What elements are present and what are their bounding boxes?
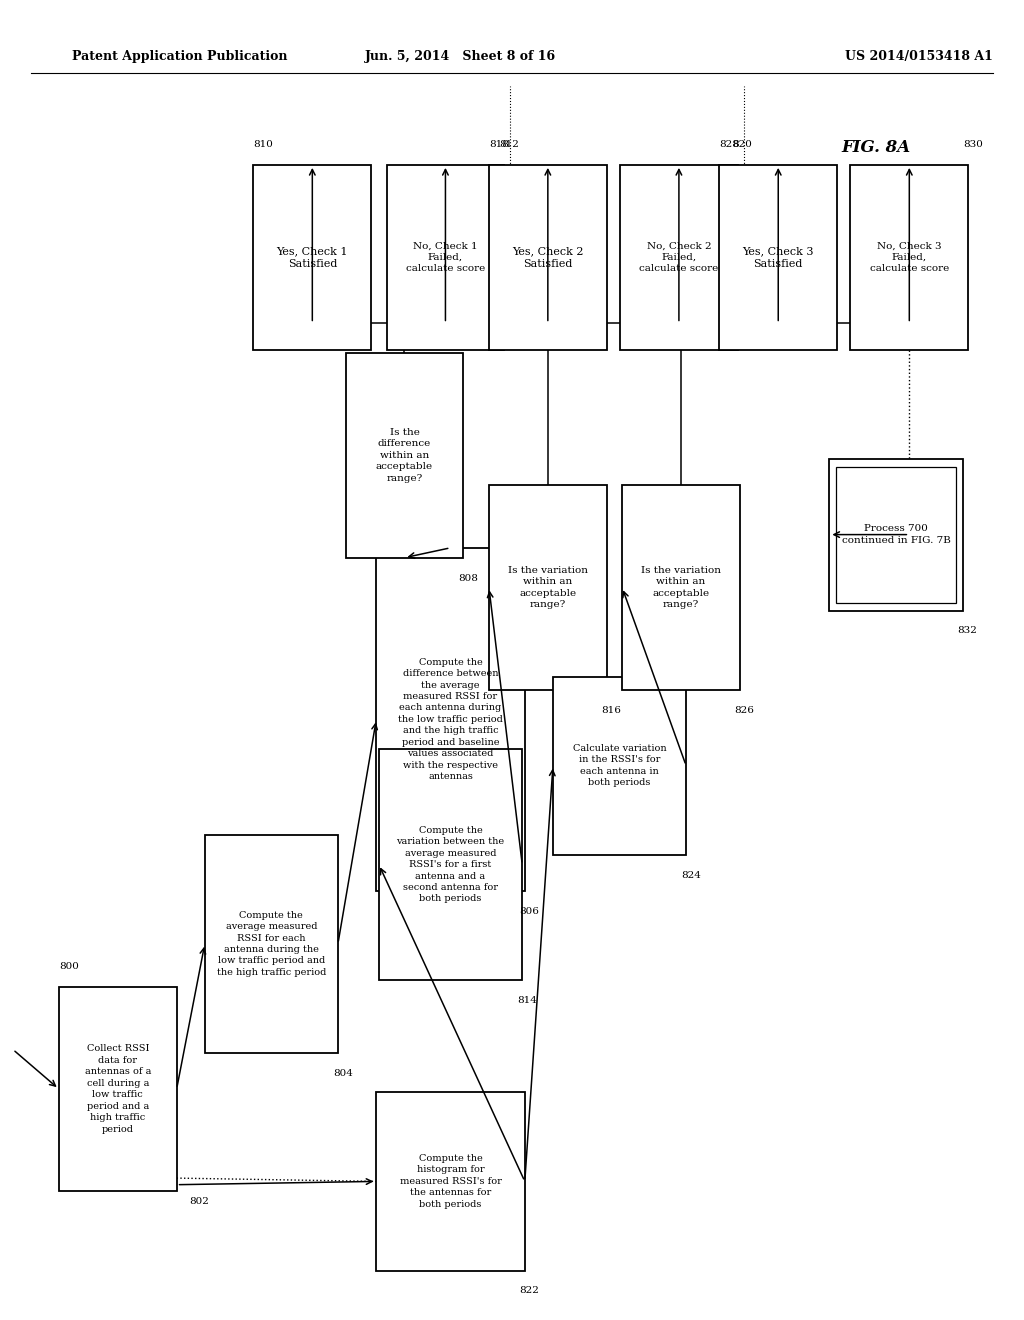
Bar xyxy=(489,165,606,350)
Text: 830: 830 xyxy=(963,140,983,149)
Text: Jun. 5, 2014   Sheet 8 of 16: Jun. 5, 2014 Sheet 8 of 16 xyxy=(366,50,556,63)
Text: 806: 806 xyxy=(519,907,540,916)
Text: 824: 824 xyxy=(681,871,700,879)
Text: 818: 818 xyxy=(489,140,509,149)
Bar xyxy=(346,352,463,557)
Text: 812: 812 xyxy=(500,140,519,149)
Text: 816: 816 xyxy=(602,705,622,714)
Text: Yes, Check 1
Satisfied: Yes, Check 1 Satisfied xyxy=(276,246,348,269)
Bar xyxy=(387,165,504,350)
Text: Is the variation
within an
acceptable
range?: Is the variation within an acceptable ra… xyxy=(508,566,588,609)
Bar xyxy=(850,165,969,350)
Text: No, Check 2
Failed,
calculate score: No, Check 2 Failed, calculate score xyxy=(639,242,719,273)
Text: 820: 820 xyxy=(733,140,753,149)
Bar xyxy=(379,750,522,979)
Text: 800: 800 xyxy=(59,962,79,972)
Bar xyxy=(621,165,737,350)
Text: 828: 828 xyxy=(719,140,739,149)
Text: 804: 804 xyxy=(333,1069,352,1077)
Text: 822: 822 xyxy=(519,1286,540,1295)
Text: FIG. 8A: FIG. 8A xyxy=(841,140,910,156)
Text: Yes, Check 2
Satisfied: Yes, Check 2 Satisfied xyxy=(512,246,584,269)
Text: 814: 814 xyxy=(517,997,537,1005)
Text: 832: 832 xyxy=(957,627,977,635)
Bar xyxy=(623,484,739,689)
Text: Is the variation
within an
acceptable
range?: Is the variation within an acceptable ra… xyxy=(641,566,721,609)
Text: 802: 802 xyxy=(189,1197,209,1206)
Bar xyxy=(829,459,963,610)
Text: 826: 826 xyxy=(735,705,755,714)
Bar xyxy=(836,467,956,602)
Bar xyxy=(254,165,371,350)
Text: Yes, Check 3
Satisfied: Yes, Check 3 Satisfied xyxy=(742,246,814,269)
Text: Patent Application Publication: Patent Application Publication xyxy=(72,50,287,63)
Text: No, Check 1
Failed,
calculate score: No, Check 1 Failed, calculate score xyxy=(406,242,485,273)
Bar xyxy=(205,836,338,1053)
Text: Is the
difference
within an
acceptable
range?: Is the difference within an acceptable r… xyxy=(376,428,433,483)
Text: Calculate variation
in the RSSI's for
each antenna in
both periods: Calculate variation in the RSSI's for ea… xyxy=(572,744,667,787)
Text: Compute the
difference between
the average
measured RSSI for
each antenna during: Compute the difference between the avera… xyxy=(398,657,503,781)
Bar xyxy=(553,676,686,855)
Text: Compute the
variation between the
average measured
RSSI's for a first
antenna an: Compute the variation between the averag… xyxy=(396,826,505,903)
Bar xyxy=(59,987,177,1191)
Text: Compute the
average measured
RSSI for each
antenna during the
low traffic period: Compute the average measured RSSI for ea… xyxy=(217,911,326,977)
Text: No, Check 3
Failed,
calculate score: No, Check 3 Failed, calculate score xyxy=(869,242,949,273)
Text: Process 700
continued in FIG. 7B: Process 700 continued in FIG. 7B xyxy=(842,524,950,545)
Text: Collect RSSI
data for
antennas of a
cell during a
low traffic
period and a
high : Collect RSSI data for antennas of a cell… xyxy=(85,1044,151,1134)
Bar xyxy=(719,165,838,350)
Bar xyxy=(377,548,524,891)
Text: 808: 808 xyxy=(459,573,478,582)
Text: Compute the
histogram for
measured RSSI's for
the antennas for
both periods: Compute the histogram for measured RSSI'… xyxy=(399,1154,502,1209)
Bar xyxy=(489,484,606,689)
Text: US 2014/0153418 A1: US 2014/0153418 A1 xyxy=(846,50,993,63)
Bar xyxy=(377,1093,524,1270)
Text: 810: 810 xyxy=(254,140,273,149)
